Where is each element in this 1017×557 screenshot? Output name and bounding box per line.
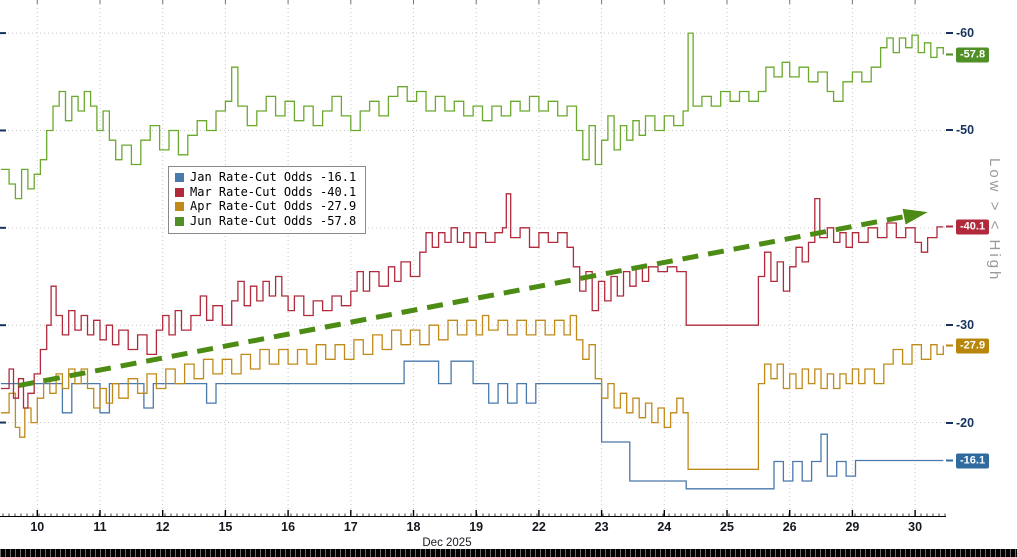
x-tick-label: 12 xyxy=(155,520,170,534)
x-tick-label: 22 xyxy=(531,520,546,534)
legend-item: Jan Rate-Cut Odds -16.1 xyxy=(175,170,357,185)
plot-area xyxy=(0,0,946,517)
y-axis-tick-label: -50 xyxy=(946,123,974,137)
x-tick-label: 26 xyxy=(782,520,797,534)
y-tick-dash xyxy=(946,32,953,35)
x-tick-label: 30 xyxy=(908,520,923,534)
y-tick-dash xyxy=(946,344,953,347)
x-tick-label: 17 xyxy=(343,520,358,534)
x-tick-label: 11 xyxy=(93,520,107,534)
y-axis-tick-label: -30 xyxy=(946,318,974,332)
y-axis-value-text: -50 xyxy=(956,123,975,138)
series-line-jun xyxy=(0,32,944,200)
x-tick-label: 10 xyxy=(30,520,45,534)
y-axis-tick-label: -60 xyxy=(946,26,974,40)
y-axis-value-text: -16.1 xyxy=(956,453,990,469)
y-axis-right: -60 -57.8 -50 -40.1 -30 -27.9 -20 -16.1 xyxy=(946,0,1017,517)
legend-label: Apr Rate-Cut Odds -27.9 xyxy=(190,199,357,213)
series-line-apr xyxy=(0,314,944,470)
legend-swatch xyxy=(175,216,184,226)
legend-box: Jan Rate-Cut Odds -16.1 Mar Rate-Cut Odds… xyxy=(168,166,367,234)
legend-label: Jan Rate-Cut Odds -16.1 xyxy=(190,170,357,184)
bottom-source-bar xyxy=(0,549,1017,557)
y-axis-side-label: Low > < High xyxy=(986,158,1003,283)
series-line-jan xyxy=(0,360,944,490)
x-tick-label: 16 xyxy=(281,520,296,534)
x-tick-label: 18 xyxy=(406,520,421,534)
y-tick-dash xyxy=(946,53,953,56)
y-tick-dash xyxy=(946,129,953,132)
series-line-mar xyxy=(0,193,944,409)
y-axis-value-badge: -27.9 xyxy=(946,338,990,354)
legend-swatch xyxy=(175,173,184,183)
y-axis-value-text: -27.9 xyxy=(956,338,990,354)
y-axis-value-badge: -57.8 xyxy=(946,47,990,63)
trend-arrow-line xyxy=(18,212,913,389)
x-tick-label: 25 xyxy=(720,520,734,534)
x-axis-title: Dec 2025 xyxy=(422,537,472,549)
x-tick-label: 23 xyxy=(594,520,609,534)
y-tick-dash xyxy=(946,324,953,327)
y-tick-dash xyxy=(946,225,953,228)
trend-arrow-head xyxy=(902,208,928,225)
legend-item: Apr Rate-Cut Odds -27.9 xyxy=(175,199,357,214)
legend-item: Jun Rate-Cut Odds -57.8 xyxy=(175,213,357,229)
x-tick-label: 29 xyxy=(845,520,860,534)
y-axis-value-text: -60 xyxy=(956,26,975,41)
y-axis-value-text: -30 xyxy=(956,318,975,333)
y-axis-value-text: -57.8 xyxy=(956,47,990,63)
y-axis-value-badge: -16.1 xyxy=(946,453,990,469)
x-tick-label: 15 xyxy=(218,520,233,534)
legend-swatch xyxy=(175,202,184,212)
y-axis-value-text: -40.1 xyxy=(956,219,990,235)
x-tick-label: 24 xyxy=(657,520,672,534)
y-tick-dash xyxy=(946,421,953,424)
x-axis: 10 11 12 15 16 17 18 19 22 23 24 25 26 29 30 xyxy=(0,520,946,536)
legend-label: Jun Rate-Cut Odds -57.8 xyxy=(190,213,357,228)
y-axis-value-text: -20 xyxy=(956,415,975,430)
y-tick-dash xyxy=(946,459,953,462)
legend-label: Mar Rate-Cut Odds -40.1 xyxy=(190,184,357,199)
legend-item: Mar Rate-Cut Odds -40.1 xyxy=(175,184,357,200)
y-axis-value-badge: -40.1 xyxy=(946,219,990,235)
legend-swatch xyxy=(175,187,184,197)
x-tick-label: 19 xyxy=(469,520,484,534)
y-axis-tick-label: -20 xyxy=(946,416,974,430)
